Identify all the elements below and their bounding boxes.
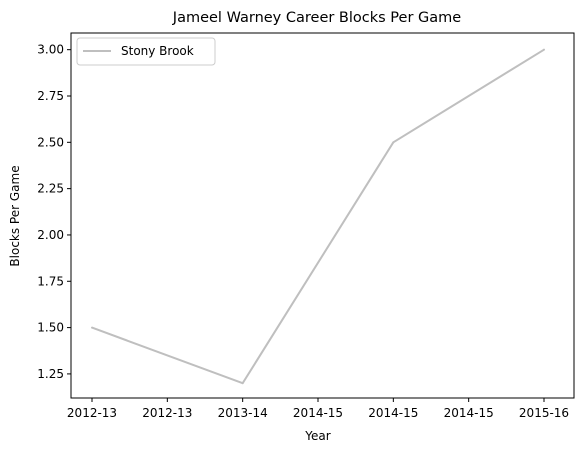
- y-tick-label: 3.00: [37, 43, 64, 57]
- plot-area: [70, 32, 575, 399]
- legend-box: [76, 37, 216, 66]
- x-tick-label: 2014-15: [444, 406, 494, 420]
- x-tick-label: 2014-15: [368, 406, 418, 420]
- x-tick-label: 2012-13: [142, 406, 192, 420]
- y-tick-label: 1.75: [37, 274, 64, 288]
- y-tick-label: 1.50: [37, 321, 64, 335]
- x-tick-label: 2013-14: [218, 406, 268, 420]
- data-point: [543, 48, 545, 51]
- data-point: [392, 141, 395, 144]
- x-tick-label: 2014-15: [293, 406, 343, 420]
- x-axis-title: Year: [304, 429, 330, 443]
- chart-title: Jameel Warney Career Blocks Per Game: [172, 10, 461, 26]
- y-axis-title: Blocks Per Game: [8, 165, 22, 266]
- y-tick-label: 1.25: [37, 367, 64, 381]
- data-point: [241, 382, 244, 385]
- y-axis: 1.25 1.50 1.75 2.00 2.25 2.50 2.75 3.00: [37, 43, 71, 381]
- legend-label-stony-brook: Stony Brook: [121, 44, 194, 58]
- series-line-stony-brook: [91, 48, 545, 385]
- series-layer: [91, 48, 545, 385]
- x-tick-label: 2015-16: [519, 406, 569, 420]
- y-tick-label: 2.75: [37, 89, 64, 103]
- x-tick-label: 2012-13: [67, 406, 117, 420]
- legend: Stony Brook: [76, 37, 216, 66]
- data-point: [91, 326, 93, 329]
- y-tick-label: 2.25: [37, 182, 64, 196]
- y-tick-label: 2.50: [37, 135, 64, 149]
- x-axis: 2012-13 2012-13 2013-14 2014-15 2014-15 2014-…: [67, 398, 569, 420]
- y-tick-label: 2.00: [37, 228, 64, 242]
